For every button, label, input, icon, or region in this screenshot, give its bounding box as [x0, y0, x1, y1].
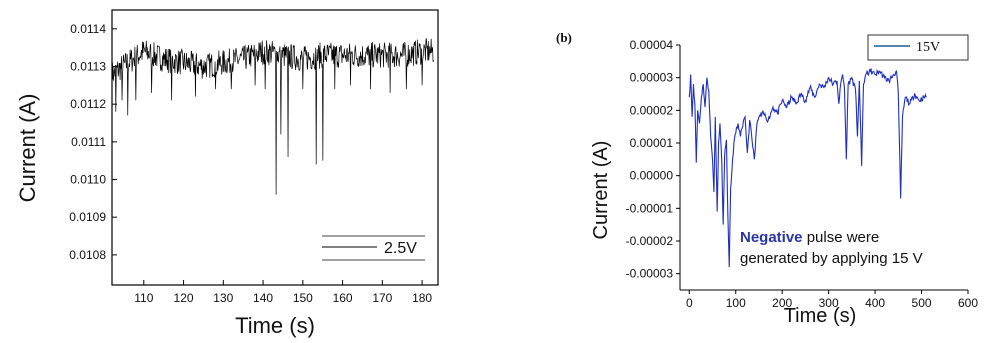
right-x-tick-label: 200: [772, 296, 792, 310]
left-x-tick-label: 180: [412, 291, 432, 305]
right-x-axis-label: Time (s): [784, 305, 857, 327]
left-x-tick-label: 150: [293, 291, 313, 305]
right-series: [688, 67, 927, 268]
left-y-tick-label: 0.0109: [69, 210, 106, 224]
left-x-tick-label: 160: [333, 291, 353, 305]
chart-right: (b) 0.00004 0.00003 0.00002 0.00001 0.00000 -…: [556, 30, 978, 327]
right-x-tick-label: 0: [686, 296, 693, 310]
right-annotation: Negative pulse were generated by applyin…: [740, 229, 923, 267]
right-x-ticks: 0 100 200 300 400 500 600: [686, 290, 978, 310]
right-y-tick-label: -0.00003: [626, 267, 674, 281]
right-y-axis-label: Current (A): [590, 141, 612, 240]
right-legend-label: 15V: [916, 40, 940, 55]
left-legend-label: 2.5V: [384, 240, 417, 257]
left-x-ticks: 110 120 130 140 150 160 170 180: [134, 280, 432, 305]
right-series-line: [688, 67, 927, 268]
right-y-tick-label: 0.00001: [630, 136, 674, 150]
right-x-tick-label: 500: [912, 296, 932, 310]
right-y-tick-label: -0.00002: [626, 234, 674, 248]
left-series-line: [111, 38, 434, 195]
left-y-tick-label: 0.0108: [69, 248, 106, 262]
annotation-rest: pulse were: [803, 229, 880, 246]
left-y-tick-label: 0.0114: [70, 22, 106, 36]
left-y-tick-label: 0.0112: [70, 97, 106, 111]
right-y-tick-label: 0.00004: [630, 38, 674, 52]
right-y-tick-label: 0.00000: [630, 169, 674, 183]
right-panel-label: (b): [556, 30, 572, 45]
left-x-tick-label: 140: [253, 291, 273, 305]
right-x-tick-label: 300: [819, 296, 839, 310]
left-series: [111, 38, 434, 195]
left-legend: 2.5V: [322, 235, 425, 261]
annotation-line-2: generated by applying 15 V: [740, 250, 923, 267]
left-plot-frame: [111, 9, 439, 286]
annotation-line-1: Negative pulse were: [740, 229, 879, 246]
left-y-tick-label: 0.0113: [70, 60, 106, 74]
right-x-tick-label: 600: [958, 296, 978, 310]
right-y-tick-label: 0.00003: [630, 71, 674, 85]
right-x-tick-label: 100: [726, 296, 746, 310]
left-x-tick-label: 110: [134, 291, 153, 305]
left-x-tick-label: 130: [213, 291, 233, 305]
left-x-tick-label: 120: [174, 291, 194, 305]
annotation-bold: Negative: [740, 229, 803, 246]
right-legend: 15V: [867, 34, 969, 61]
left-y-axis-label: Current (A): [15, 94, 40, 203]
right-y-tick-label: 0.00002: [630, 103, 674, 117]
left-x-tick-label: 170: [372, 291, 392, 305]
right-x-tick-label: 400: [865, 296, 885, 310]
right-legend-box: [867, 34, 969, 61]
left-y-ticks: 0.0108 0.0109 0.0110 0.0111 0.0112 0.0113 0.01…: [69, 22, 117, 262]
left-x-axis-label: Time (s): [235, 313, 315, 338]
right-y-ticks: 0.00004 0.00003 0.00002 0.00001 0.00000 -0.00…: [626, 38, 680, 281]
right-y-tick-label: -0.00001: [626, 201, 674, 215]
left-y-tick-label: 0.0110: [70, 173, 106, 187]
chart-left: 0.0108 0.0109 0.0110 0.0111 0.0112 0.0113 0.01…: [15, 9, 439, 338]
left-y-tick-label: 0.0111: [71, 135, 106, 149]
